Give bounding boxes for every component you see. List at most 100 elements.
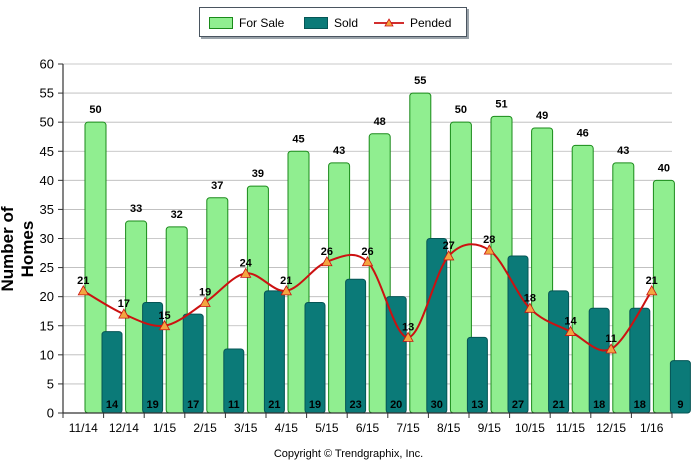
bar-sold xyxy=(345,278,367,414)
pended-value-label: 14 xyxy=(564,316,577,328)
legend-swatch-sold xyxy=(304,17,328,29)
pended-marker xyxy=(443,250,455,261)
x-tick-label: 9/15 xyxy=(478,421,502,435)
sold-value-label: 18 xyxy=(634,399,646,411)
sold-value-label: 30 xyxy=(431,399,443,411)
bar-sold xyxy=(385,296,407,414)
pended-marker xyxy=(524,302,536,313)
pended-marker xyxy=(402,331,414,342)
bar-sold xyxy=(263,290,285,414)
for-sale-value-label: 40 xyxy=(658,162,670,174)
data-labels: 50 14 33 19 32 17 37 11 39 21 45 19 43 23 48 20 55 30 50 13… xyxy=(77,75,683,411)
legend-item-sold: Sold xyxy=(304,16,358,30)
for-sale-value-label: 43 xyxy=(617,145,629,157)
x-tick-label: 5/15 xyxy=(315,421,339,435)
sold-value-label: 20 xyxy=(390,399,402,411)
sold-value-label: 9 xyxy=(677,399,683,411)
legend-label-sold: Sold xyxy=(334,16,359,30)
pended-marker xyxy=(564,325,577,336)
for-sale-value-label: 32 xyxy=(171,209,183,221)
for-sale-value-label: 51 xyxy=(495,98,507,110)
legend-item-for-sale: For Sale xyxy=(209,16,284,30)
for-sale-value-label: 39 xyxy=(252,168,264,180)
bar-sold xyxy=(669,360,691,414)
x-tick-label: 7/15 xyxy=(396,421,420,435)
pended-value-label: 24 xyxy=(240,257,253,269)
pended-value-label: 21 xyxy=(280,275,292,287)
y-tick-label: 40 xyxy=(40,173,54,188)
sold-value-label: 18 xyxy=(593,399,605,411)
for-sale-value-label: 37 xyxy=(211,180,223,192)
sold-value-label: 13 xyxy=(471,399,483,411)
pended-line xyxy=(77,243,658,354)
for-sale-value-label: 43 xyxy=(333,145,345,157)
pended-value-label: 28 xyxy=(483,234,495,246)
y-tick-label: 25 xyxy=(40,260,54,275)
legend-swatch-for-sale xyxy=(209,17,233,29)
x-tick-label: 4/15 xyxy=(275,421,299,435)
pended-marker xyxy=(483,244,495,255)
pended-marker xyxy=(361,255,374,267)
y-tick-label: 15 xyxy=(40,318,54,333)
pended-marker xyxy=(118,308,130,319)
pended-marker xyxy=(199,296,211,307)
pended-value-label: 27 xyxy=(443,240,455,252)
sold-value-label: 21 xyxy=(268,399,280,411)
x-tick-label: 12/15 xyxy=(596,421,626,435)
for-sale-bars xyxy=(84,92,675,414)
y-tick-label: 60 xyxy=(40,57,54,72)
pended-series-line xyxy=(82,243,653,352)
x-tick-label: 8/15 xyxy=(437,421,461,435)
y-tick-label: 50 xyxy=(40,115,54,130)
pended-marker xyxy=(240,267,252,278)
bar-sold xyxy=(304,301,326,414)
x-tick-label: 1/16 xyxy=(640,421,664,435)
pended-marker xyxy=(321,255,333,267)
legend-swatch-pended xyxy=(374,18,404,27)
pended-value-label: 11 xyxy=(605,333,617,345)
y-axis-title: Number of Homes xyxy=(0,206,37,292)
for-sale-value-label: 33 xyxy=(130,203,142,215)
for-sale-value-label: 50 xyxy=(455,104,467,116)
y-tick-label: 5 xyxy=(47,376,54,391)
pended-marker xyxy=(605,343,617,354)
x-tick-label: 12/14 xyxy=(109,421,139,435)
sold-value-label: 23 xyxy=(349,399,361,411)
for-sale-value-label: 50 xyxy=(89,104,101,116)
axes: 0 5 10 15 20 25 30 35 40 45 50 55 60 11/14 12/14 1/15 2/… xyxy=(40,57,673,435)
legend-label-for-sale: For Sale xyxy=(239,16,285,30)
pended-value-label: 21 xyxy=(77,275,89,287)
legend-label-pended: Pended xyxy=(410,16,452,30)
pended-value-label: 15 xyxy=(158,310,170,322)
x-tick-label: 10/15 xyxy=(515,421,545,435)
pended-value-label: 26 xyxy=(321,246,333,258)
pended-value-label: 19 xyxy=(199,286,211,298)
sold-value-label: 19 xyxy=(146,399,158,411)
sold-value-label: 27 xyxy=(512,399,524,411)
sold-value-label: 21 xyxy=(552,399,564,411)
legend: For Sale Sold Pended xyxy=(199,7,467,37)
y-tick-label: 30 xyxy=(40,231,54,246)
pended-marker xyxy=(646,285,658,296)
pended-value-label: 26 xyxy=(361,246,373,258)
for-sale-value-label: 46 xyxy=(577,127,589,139)
y-tick-label: 55 xyxy=(40,86,54,101)
grid-lines xyxy=(63,63,672,414)
pended-marker xyxy=(158,319,171,331)
for-sale-value-label: 45 xyxy=(292,133,304,145)
y-tick-label: 35 xyxy=(40,202,54,217)
x-tick-label: 11/14 xyxy=(69,421,98,435)
legend-item-pended: Pended xyxy=(374,16,451,30)
y-tick-label: 0 xyxy=(47,406,54,421)
sold-value-label: 17 xyxy=(187,399,199,411)
x-tick-label: 11/15 xyxy=(556,421,585,435)
sold-value-label: 11 xyxy=(228,399,240,411)
bar-sold xyxy=(588,307,610,414)
y-tick-label: 45 xyxy=(40,144,54,159)
pended-marker xyxy=(280,285,292,296)
bar-sold xyxy=(548,290,570,414)
sold-value-label: 19 xyxy=(309,399,321,411)
copyright-text: Copyright © Trendgraphix, Inc. xyxy=(273,448,424,460)
pended-value-label: 17 xyxy=(118,298,130,310)
